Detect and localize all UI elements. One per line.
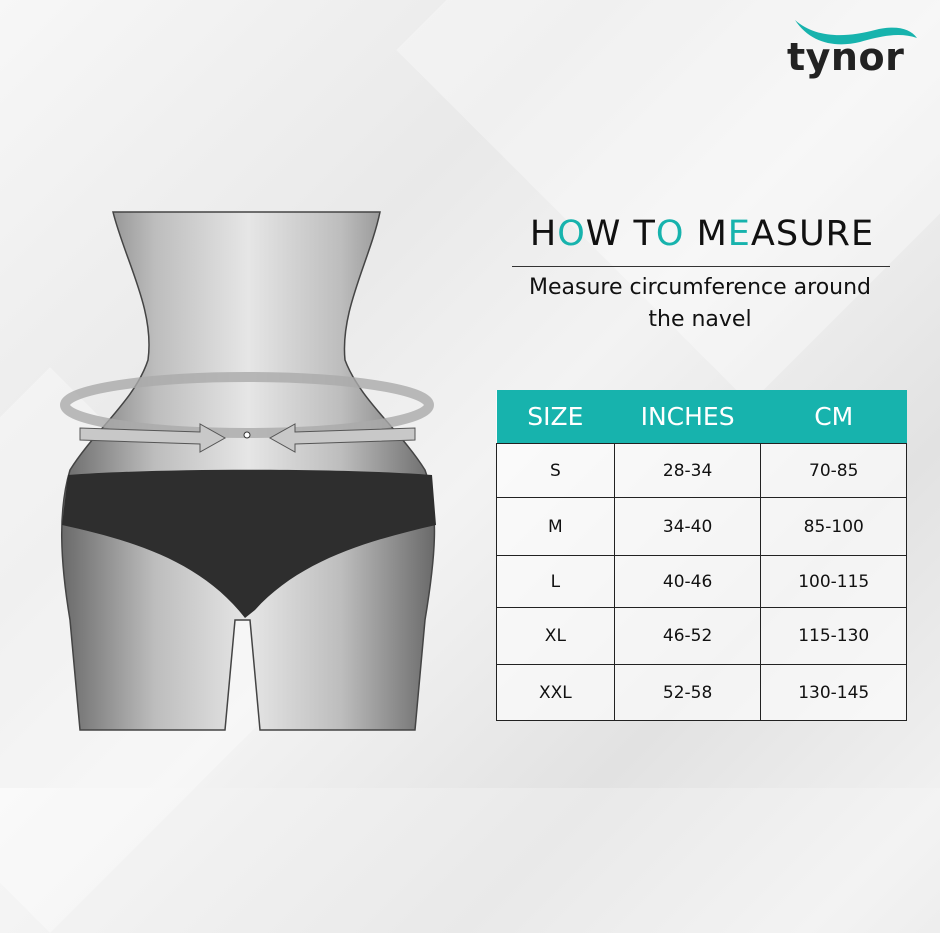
header-size: SIZE bbox=[496, 390, 615, 444]
cell-size: M bbox=[496, 497, 615, 556]
instruction-line: the navel bbox=[648, 307, 752, 332]
cell-size: XL bbox=[496, 607, 615, 665]
cell-size: L bbox=[496, 555, 615, 608]
table-row: M 34-40 85-100 bbox=[496, 497, 907, 556]
right-arrow-icon bbox=[268, 423, 416, 453]
cell-cm: 115-130 bbox=[760, 607, 907, 665]
table-row: S 28-34 70-85 bbox=[496, 443, 907, 498]
table-row: XL 46-52 115-130 bbox=[496, 607, 907, 665]
briefs bbox=[62, 469, 436, 618]
tynor-logo: tynor bbox=[787, 35, 905, 79]
instruction-line: Measure circumference around bbox=[528, 275, 872, 300]
table-header-row: SIZE INCHES CM bbox=[496, 390, 907, 444]
torso-illustration bbox=[60, 211, 436, 731]
left-arrow-icon bbox=[79, 423, 227, 453]
size-chart-table: SIZE INCHES CM S 28-34 70-85 M 34-40 85-… bbox=[496, 390, 907, 721]
cell-inches: 28-34 bbox=[613, 443, 762, 498]
header-inches: INCHES bbox=[614, 390, 761, 444]
cell-size: S bbox=[496, 443, 615, 498]
cell-cm: 85-100 bbox=[760, 497, 907, 556]
cell-cm: 130-145 bbox=[760, 664, 907, 721]
cell-inches: 40-46 bbox=[613, 555, 762, 608]
table-row: XXL 52-58 130-145 bbox=[496, 664, 907, 721]
header-cm: CM bbox=[760, 390, 907, 444]
cell-inches: 46-52 bbox=[613, 607, 762, 665]
cell-size: XXL bbox=[496, 664, 615, 721]
navel bbox=[243, 431, 251, 439]
instructions: Measure circumference around the navel bbox=[500, 272, 900, 336]
cell-cm: 70-85 bbox=[760, 443, 907, 498]
title-divider bbox=[512, 266, 890, 267]
tynor-logo-swoosh bbox=[795, 20, 917, 45]
cell-inches: 34-40 bbox=[613, 497, 762, 556]
cell-cm: 100-115 bbox=[760, 555, 907, 608]
page-title: HOW TO MEASURE bbox=[529, 214, 875, 254]
table-row: L 40-46 100-115 bbox=[496, 555, 907, 608]
cell-inches: 52-58 bbox=[613, 664, 762, 721]
